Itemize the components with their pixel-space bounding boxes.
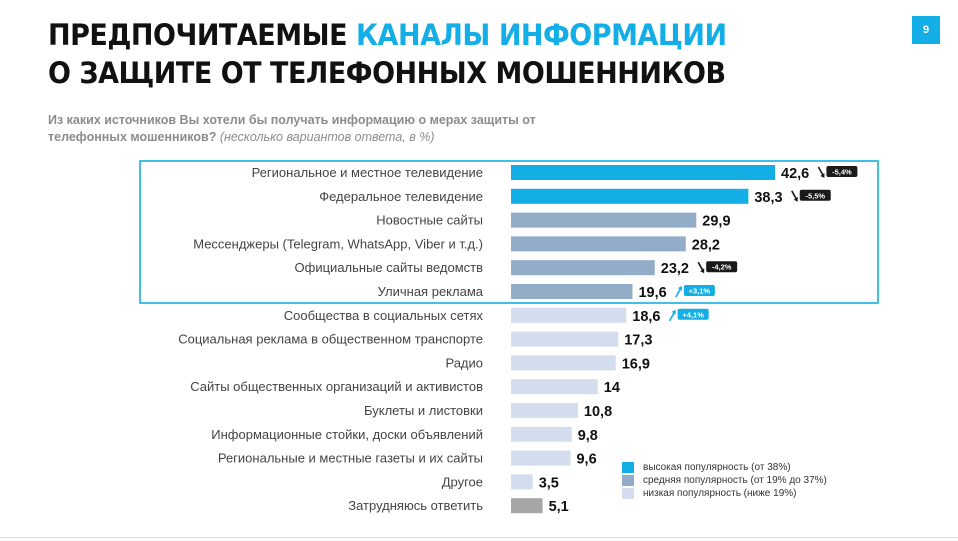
category-label: Мессенджеры (Telegram, WhatsApp, Viber и… — [193, 236, 483, 251]
change-label: +3,1% — [689, 287, 711, 296]
value-label: 38,3 — [754, 190, 782, 206]
category-label: Уличная реклама — [378, 284, 484, 299]
page-number-badge: 9 — [912, 16, 940, 44]
category-label: Сайты общественных организаций и активис… — [190, 379, 483, 394]
bar — [511, 379, 598, 395]
title-text-accent: КАНАЛЫ ИНФОРМАЦИИ — [355, 18, 727, 52]
value-label: 28,2 — [692, 237, 720, 253]
change-badge — [706, 261, 738, 273]
value-label: 19,6 — [638, 285, 666, 301]
arrow-down-icon — [793, 196, 798, 202]
bar — [511, 284, 633, 299]
arrow-up-icon — [671, 309, 676, 315]
value-label: 10,8 — [584, 404, 612, 420]
legend-swatch-high — [622, 462, 634, 473]
value-label: 29,9 — [702, 214, 730, 230]
legend-swatch-medium — [622, 475, 634, 486]
legend-swatch-low — [622, 488, 634, 499]
change-label: +4,1% — [682, 310, 704, 319]
category-label: Радио — [445, 355, 483, 370]
bar — [511, 498, 543, 514]
question-text: Из каких источников Вы хотели бы получат… — [48, 113, 536, 144]
bar — [511, 474, 533, 490]
change-badge — [826, 166, 858, 177]
value-label: 5,1 — [549, 499, 569, 515]
bar — [511, 165, 775, 180]
bar — [511, 307, 627, 323]
bar — [511, 188, 749, 204]
bar — [511, 236, 686, 252]
title-line-2: О ЗАЩИТЕ ОТ ТЕЛЕФОННЫХ МОШЕННИКОВ — [48, 56, 726, 90]
change-badge — [799, 189, 831, 201]
category-label: Буклеты и листовки — [364, 403, 483, 418]
bar — [511, 355, 616, 371]
legend-item-low: низкая популярность (ниже 19%) — [622, 487, 827, 500]
category-label: Другое — [442, 474, 483, 489]
bar — [511, 331, 619, 347]
title-line-1: ПРЕДПОЧИТАЕМЫЕ КАНАЛЫ ИНФОРМАЦИИ — [48, 16, 727, 54]
bar — [511, 260, 655, 276]
category-label: Затрудняюсь ответить — [348, 498, 483, 513]
category-label: Социальная реклама в общественном трансп… — [178, 332, 483, 347]
slide-title: ПРЕДПОЧИТАЕМЫЕ КАНАЛЫ ИНФОРМАЦИИ О ЗАЩИТ… — [48, 16, 727, 92]
survey-question: Из каких источников Вы хотели бы получат… — [48, 112, 588, 146]
bar — [511, 403, 578, 418]
bar — [511, 426, 572, 442]
legend-label-medium: средняя популярность (от 19% до 37%) — [643, 475, 827, 486]
category-label: Информационные стойки, доски объявлений — [211, 427, 483, 442]
change-badge — [677, 308, 709, 320]
change-badge — [683, 285, 715, 296]
change-label: -4,2% — [712, 263, 732, 272]
category-label: Официальные сайты ведомств — [295, 260, 484, 275]
arrow-down-icon — [700, 268, 705, 274]
change-label: -5,4% — [832, 168, 852, 177]
value-label: 16,9 — [622, 356, 650, 372]
value-label: 3,5 — [539, 475, 559, 491]
legend-item-medium: средняя популярность (от 19% до 37%) — [622, 474, 827, 487]
value-label: 14 — [604, 380, 620, 396]
title-text-black: ПРЕДПОЧИТАЕМЫЕ — [48, 18, 348, 52]
legend-item-high: высокая популярность (от 38%) — [622, 461, 827, 474]
value-label: 9,6 — [576, 452, 596, 468]
value-label: 17,3 — [624, 333, 652, 349]
category-label: Новостные сайты — [376, 213, 483, 228]
bar — [511, 212, 697, 228]
bottom-divider — [0, 537, 958, 538]
arrow-down-icon — [820, 173, 825, 178]
value-label: 9,8 — [578, 428, 598, 444]
category-label: Региональные и местные газеты и их сайты — [218, 451, 483, 466]
arrow-up-icon — [677, 286, 682, 291]
bar — [511, 450, 571, 466]
highlight-frame — [139, 160, 879, 304]
chart-legend: высокая популярность (от 38%) средняя по… — [622, 461, 827, 500]
category-label: Региональное и местное телевидение — [252, 165, 483, 180]
change-label: -5,5% — [805, 191, 825, 200]
value-label: 18,6 — [632, 309, 660, 325]
category-label: Сообщества в социальных сетях — [284, 308, 484, 323]
legend-label-low: низкая популярность (ниже 19%) — [643, 488, 797, 499]
value-label: 42,6 — [781, 166, 809, 182]
value-label: 23,2 — [661, 261, 689, 277]
category-label: Федеральное телевидение — [319, 189, 483, 204]
question-note: (несколько вариантов ответа, в %) — [219, 130, 435, 144]
legend-label-high: высокая популярность (от 38%) — [643, 462, 791, 473]
